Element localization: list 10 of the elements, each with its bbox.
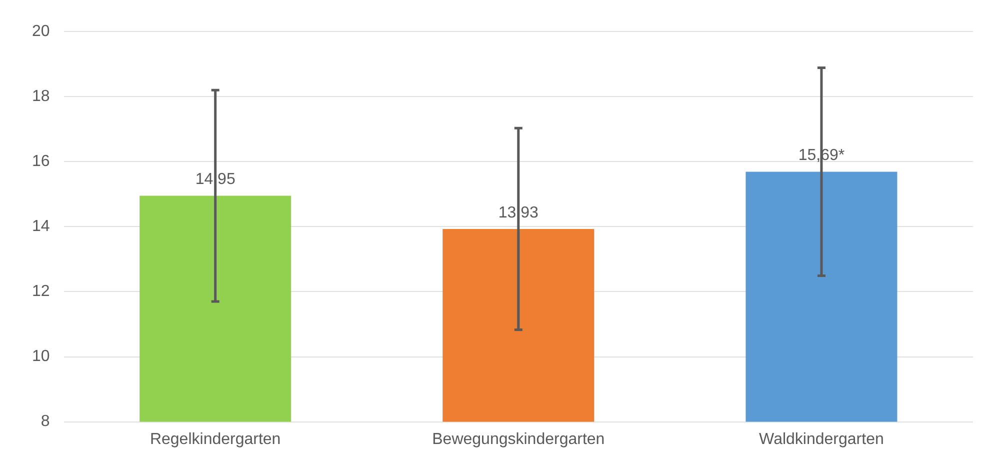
y-tick-label: 12 [32, 283, 50, 300]
y-tick-label: 8 [40, 413, 50, 430]
y-tick-label: 20 [32, 23, 50, 40]
y-tick-label: 14 [32, 218, 50, 236]
x-tick-label: Regelkindergarten [150, 430, 281, 448]
y-tick-label: 16 [32, 153, 50, 170]
y-tick-label: 10 [32, 348, 50, 366]
x-tick-label: Waldkindergarten [759, 430, 884, 448]
x-tick-label: Bewegungskindergarten [432, 430, 605, 448]
y-tick-label: 18 [32, 88, 50, 106]
